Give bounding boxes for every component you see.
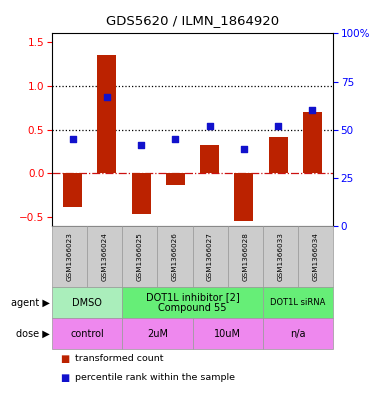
Text: dose ▶: dose ▶ (16, 329, 50, 339)
Text: agent ▶: agent ▶ (11, 298, 50, 308)
Text: GSM1366026: GSM1366026 (172, 232, 178, 281)
Text: percentile rank within the sample: percentile rank within the sample (75, 373, 235, 382)
Point (138, 142, 144, 148)
Text: GDS5620 / ILMN_1864920: GDS5620 / ILMN_1864920 (106, 14, 279, 27)
Bar (63, 173, 82, 207)
Text: transformed count: transformed count (75, 354, 164, 363)
Point (241, 146, 247, 152)
Text: GSM1366024: GSM1366024 (102, 232, 108, 281)
Text: 10uM: 10uM (214, 329, 241, 339)
Bar (132, 173, 151, 214)
Text: DOT1L inhibitor [2]
Compound 55: DOT1L inhibitor [2] Compound 55 (146, 292, 239, 313)
Bar (166, 173, 185, 185)
Text: GSM1366023: GSM1366023 (67, 232, 72, 281)
Point (207, 123, 213, 129)
Text: n/a: n/a (290, 329, 306, 339)
Bar (200, 145, 219, 173)
Bar (234, 173, 253, 221)
Text: ■: ■ (60, 354, 69, 364)
Point (69, 136, 75, 142)
Bar (97, 55, 116, 173)
Text: control: control (70, 329, 104, 339)
Text: GSM1366027: GSM1366027 (207, 232, 213, 281)
Text: DOT1L siRNA: DOT1L siRNA (270, 298, 326, 307)
Text: GSM1366034: GSM1366034 (313, 232, 318, 281)
Text: GSM1366025: GSM1366025 (137, 232, 143, 281)
Text: DMSO: DMSO (72, 298, 102, 308)
Bar (269, 137, 288, 173)
Text: 2uM: 2uM (147, 329, 168, 339)
Point (275, 123, 281, 129)
Point (310, 107, 316, 114)
Text: GSM1366028: GSM1366028 (242, 232, 248, 281)
Bar (303, 112, 322, 173)
Text: ■: ■ (60, 373, 69, 382)
Point (172, 136, 178, 142)
Text: GSM1366033: GSM1366033 (277, 232, 283, 281)
Point (104, 94, 110, 100)
